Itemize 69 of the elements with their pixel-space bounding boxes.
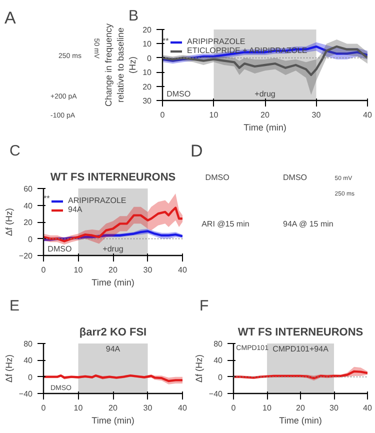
band-label: +drug bbox=[254, 89, 276, 98]
chart-title: WT FS INTERNEURONS bbox=[238, 326, 364, 338]
x-tick-label: 0 bbox=[41, 266, 46, 274]
y-tick-label: 0 bbox=[28, 234, 34, 244]
text: DMSO bbox=[205, 173, 230, 182]
y-tick-label: −20 bbox=[18, 252, 34, 260]
chart-title: βarr2 KO FSI bbox=[79, 326, 147, 338]
y-tick-label: 30 bbox=[142, 96, 152, 106]
x-axis-title: Time (min) bbox=[279, 416, 322, 426]
x-tick-label: 40 bbox=[178, 266, 188, 274]
x-tick-label: 20 bbox=[108, 266, 118, 274]
y-axis-title: Δf (Hz) bbox=[4, 354, 14, 383]
y-tick-label: 0 bbox=[28, 372, 34, 382]
text: A bbox=[4, 8, 16, 28]
y-tick-label: 0 bbox=[147, 54, 152, 63]
x-tick-label: 0 bbox=[41, 404, 46, 412]
x-tick-label: 10 bbox=[74, 266, 84, 274]
legend-label: 94A bbox=[68, 205, 84, 214]
y-tick-label: 10 bbox=[142, 68, 152, 78]
x-tick-label: 10 bbox=[262, 404, 272, 412]
text: E bbox=[10, 298, 20, 314]
y-tick-label: 80 bbox=[214, 340, 224, 348]
text: F bbox=[200, 298, 209, 314]
text: C bbox=[10, 142, 20, 160]
text: DMSO bbox=[283, 173, 307, 182]
y-tick-label: 60 bbox=[24, 184, 34, 194]
y-tick-label: 20 bbox=[142, 26, 152, 34]
y-tick-label: 40 bbox=[214, 356, 224, 366]
x-tick-label: 40 bbox=[178, 404, 188, 412]
x-tick-label: 0 bbox=[160, 110, 166, 120]
y-tick-label: 10 bbox=[142, 40, 152, 49]
y-tick-label: 20 bbox=[142, 82, 152, 92]
y-tick-label: 40 bbox=[24, 201, 34, 210]
band-label: CMPD101+94A bbox=[272, 344, 330, 354]
legend-label: ARIPIPRAZOLE bbox=[187, 37, 246, 46]
x-axis-title: Time (min) bbox=[244, 122, 286, 132]
x-tick-label: 20 bbox=[296, 404, 306, 412]
band-label: 94A bbox=[106, 344, 121, 354]
y-tick-label: −40 bbox=[18, 390, 34, 398]
line-series bbox=[234, 370, 368, 380]
x-axis-title: Time (min) bbox=[92, 278, 134, 288]
annotation: DMSO bbox=[166, 89, 191, 98]
chart-title: WT FS INTERNEURONS bbox=[50, 172, 176, 184]
y-tick-label: −40 bbox=[208, 390, 224, 398]
x-tick-label: 20 bbox=[260, 110, 270, 120]
line-series bbox=[162, 45, 368, 76]
text: 94A @ 15 min bbox=[283, 220, 334, 228]
band-label: +drug bbox=[102, 244, 124, 254]
text: B bbox=[128, 8, 139, 24]
y-axis-title: Change in frequency relative to baseline (Hz) bbox=[104, 22, 138, 107]
x-axis-title: Time (min) bbox=[92, 416, 134, 426]
y-tick-label: 0 bbox=[218, 372, 224, 382]
y-axis-title: Δf (Hz) bbox=[194, 354, 204, 383]
x-tick-label: 40 bbox=[363, 110, 372, 120]
text: D bbox=[190, 141, 203, 160]
legend-label: ARIPIPRAZOLE bbox=[68, 196, 126, 205]
x-tick-label: 40 bbox=[363, 404, 372, 412]
y-axis-title: Δf (Hz) bbox=[4, 208, 14, 236]
x-tick-label: 20 bbox=[108, 404, 118, 412]
y-tick-label: 20 bbox=[24, 218, 34, 227]
y-tick-label: 40 bbox=[24, 356, 34, 366]
y-tick-label: 80 bbox=[24, 340, 34, 348]
x-tick-label: 30 bbox=[330, 404, 339, 412]
x-tick-label: 0 bbox=[231, 404, 236, 412]
annotation: DMSO bbox=[48, 244, 72, 254]
text: ARI @15 min bbox=[202, 220, 250, 228]
line-series bbox=[44, 206, 182, 242]
x-tick-label: 10 bbox=[74, 404, 84, 412]
x-tick-label: 30 bbox=[312, 110, 322, 120]
